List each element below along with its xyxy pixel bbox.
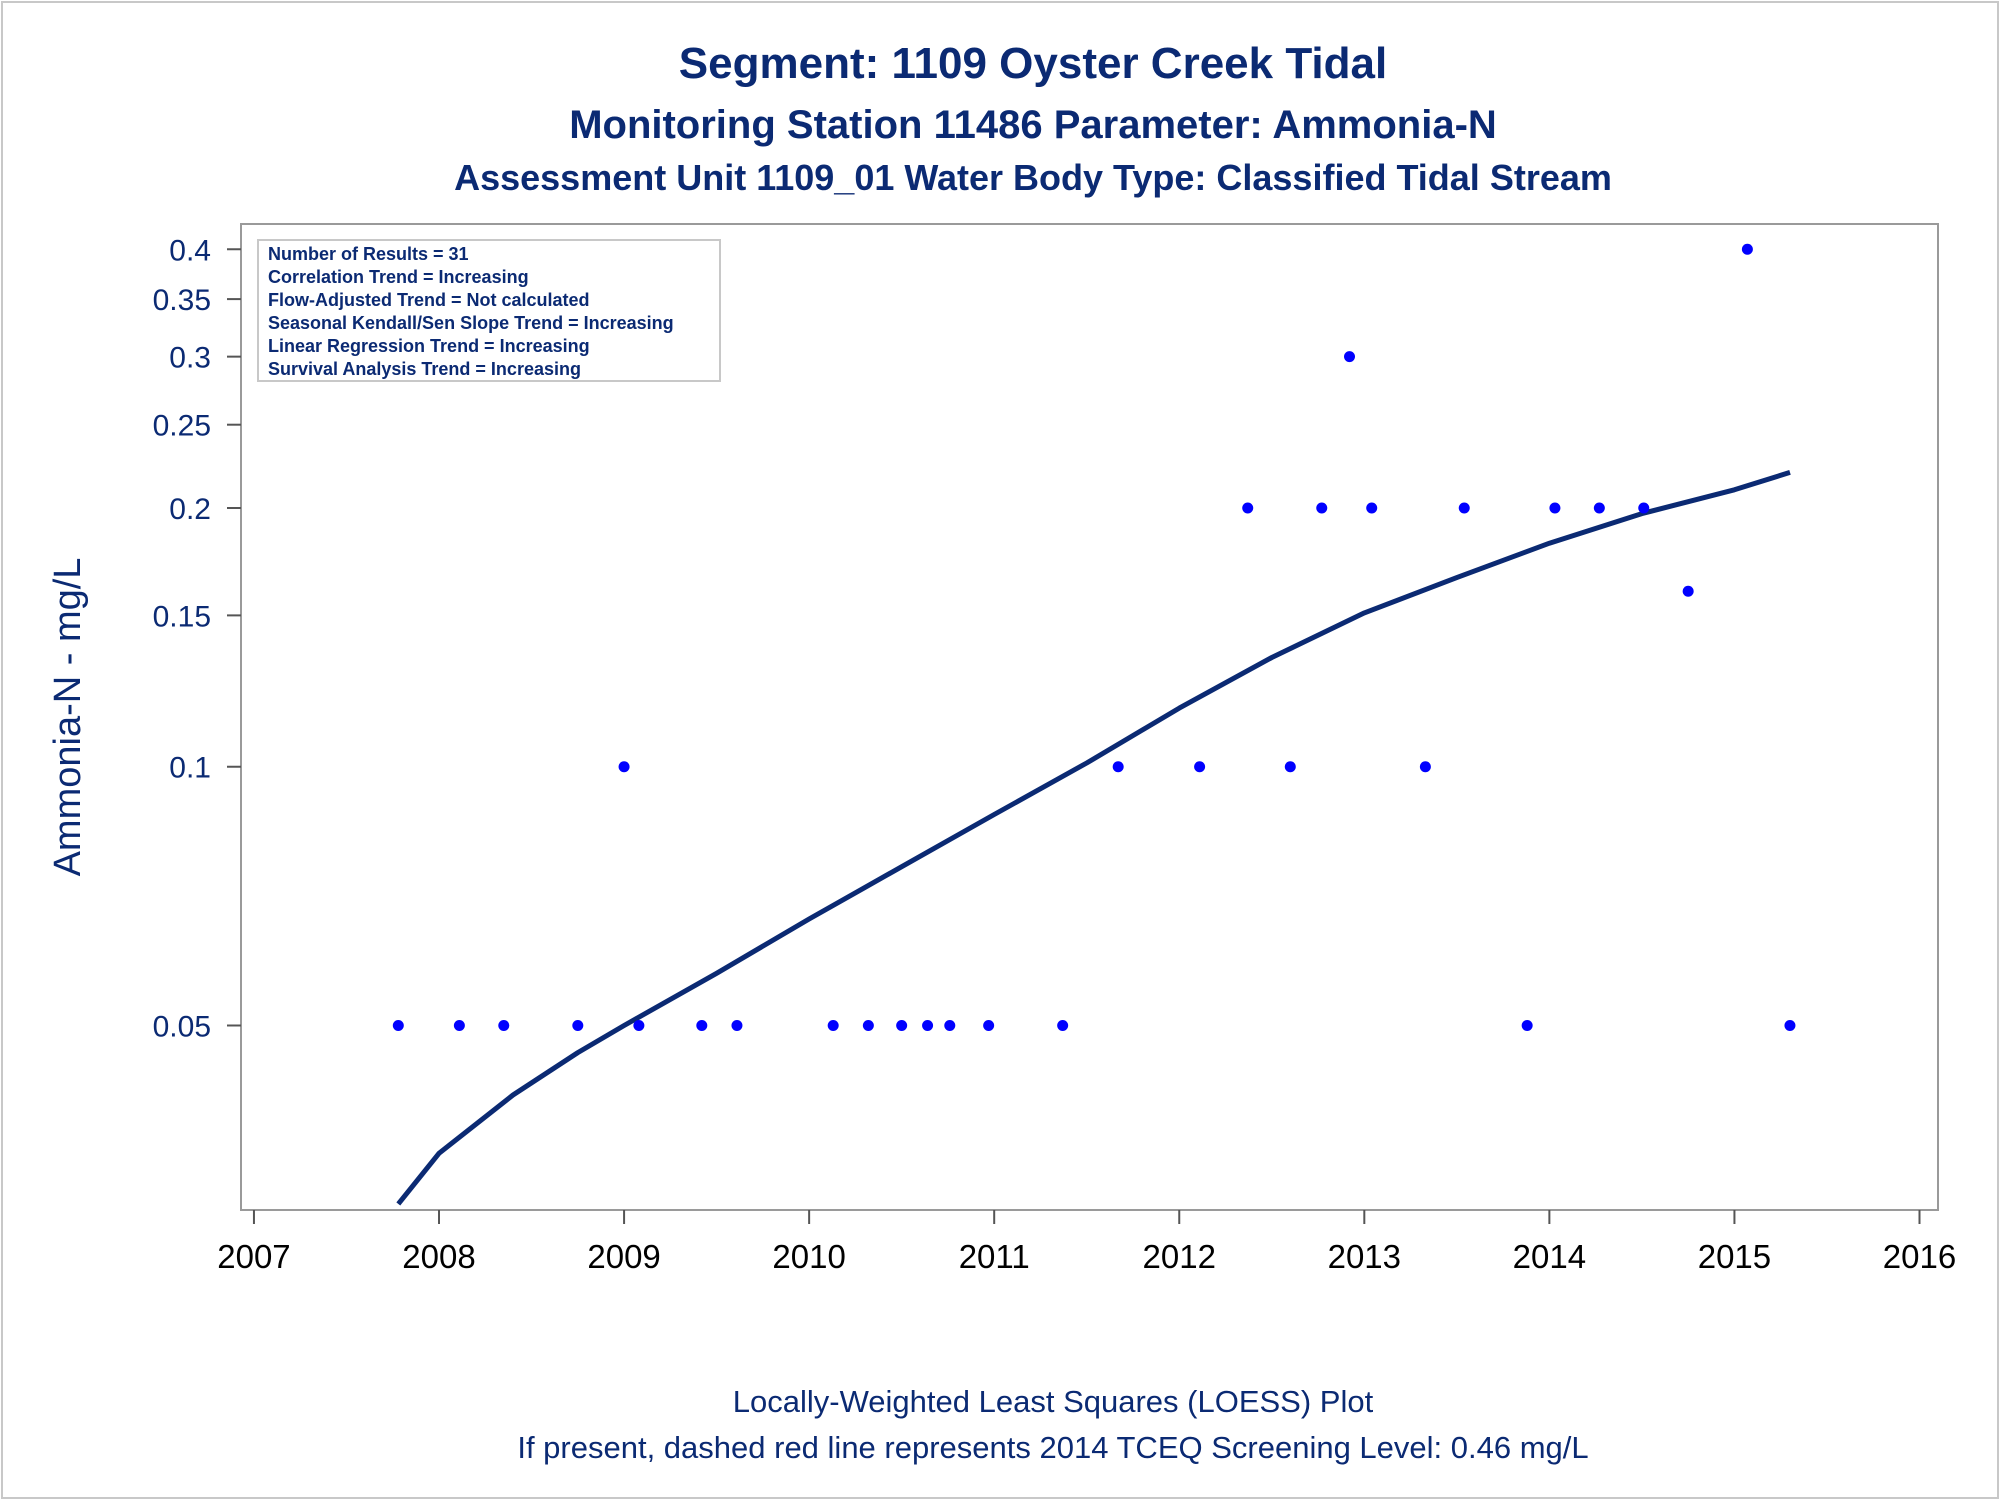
y-tick-label: 0.2 [169, 493, 211, 526]
footnote-screening-level: If present, dashed red line represents 2… [517, 1430, 1588, 1465]
data-point [1638, 502, 1650, 514]
data-point [1057, 1019, 1069, 1031]
data-point [572, 1019, 584, 1031]
data-point [1194, 761, 1206, 773]
stats-box: Number of Results = 31 Correlation Trend… [257, 239, 721, 382]
y-tick-label: 0.05 [153, 1010, 211, 1043]
data-point [1242, 502, 1254, 514]
data-point [983, 1019, 995, 1031]
x-tick-label: 2007 [217, 1238, 290, 1275]
stats-box-border [257, 239, 721, 382]
data-point [1419, 761, 1431, 773]
loess-line [396, 470, 1791, 1206]
data-point [1316, 502, 1328, 514]
data-point [498, 1019, 510, 1031]
data-point [862, 1019, 874, 1031]
chart-marks [392, 243, 1796, 1206]
x-axis: 2007 2008 2009 2010 2011 2012 2013 2014 2015 2016 [217, 1210, 1956, 1275]
data-point [1593, 502, 1605, 514]
data-point [618, 761, 630, 773]
y-tick-label: 0.15 [153, 600, 211, 633]
data-point [1366, 502, 1378, 514]
x-tick-label: 2012 [1143, 1238, 1216, 1275]
stats-line-linear-regression: Linear Regression Trend = Increasing [268, 336, 590, 356]
stats-line-flow-adjusted: Flow-Adjusted Trend = Not calculated [268, 290, 590, 310]
y-tick-label: 0.3 [169, 342, 211, 375]
x-tick-label: 2009 [587, 1238, 660, 1275]
data-point [896, 1019, 908, 1031]
data-point [1344, 351, 1356, 363]
data-point [1112, 761, 1124, 773]
data-point [922, 1019, 934, 1031]
data-point [392, 1019, 404, 1031]
data-point [1284, 761, 1296, 773]
stats-line-results: Number of Results = 31 [268, 244, 469, 264]
data-point [731, 1019, 743, 1031]
plot-area [240, 223, 1939, 1211]
y-axis-label: Ammonia-N - mg/L [47, 558, 89, 877]
x-tick-label: 2016 [1883, 1238, 1956, 1275]
data-point [1741, 243, 1753, 255]
stats-line-seasonal-kendall: Seasonal Kendall/Sen Slope Trend = Incre… [268, 313, 674, 333]
data-point [944, 1019, 956, 1031]
x-tick-label: 2008 [402, 1238, 475, 1275]
data-point [1784, 1019, 1796, 1031]
x-tick-label: 2011 [959, 1238, 1030, 1275]
data-point [1521, 1019, 1533, 1031]
y-tick-label: 0.35 [153, 284, 211, 317]
chart-title: Segment: 1109 Oyster Creek Tidal [679, 39, 1387, 88]
data-point [827, 1019, 839, 1031]
y-tick-label: 0.4 [169, 234, 211, 267]
data-point [696, 1019, 708, 1031]
x-tick-label: 2014 [1513, 1238, 1586, 1275]
data-point [453, 1019, 465, 1031]
x-tick-label: 2015 [1698, 1238, 1771, 1275]
x-tick-label: 2013 [1328, 1238, 1401, 1275]
y-tick-label: 0.25 [153, 410, 211, 443]
chart-subtitle-2: Assessment Unit 1109_01 Water Body Type:… [454, 157, 1612, 198]
y-axis: 0.05 0.1 0.15 0.2 0.25 0.3 0.35 0.4 [153, 234, 241, 1043]
data-point [1458, 502, 1470, 514]
footnote-loess: Locally-Weighted Least Squares (LOESS) P… [733, 1384, 1374, 1419]
x-tick-label: 2010 [772, 1238, 845, 1275]
y-tick-label: 0.1 [169, 752, 211, 785]
stats-line-correlation: Correlation Trend = Increasing [268, 267, 529, 287]
chart-subtitle: Monitoring Station 11486 Parameter: Ammo… [569, 103, 1497, 147]
data-point [1682, 585, 1694, 597]
data-point [1549, 502, 1561, 514]
data-point [633, 1019, 645, 1031]
stats-line-survival: Survival Analysis Trend = Increasing [268, 359, 581, 379]
